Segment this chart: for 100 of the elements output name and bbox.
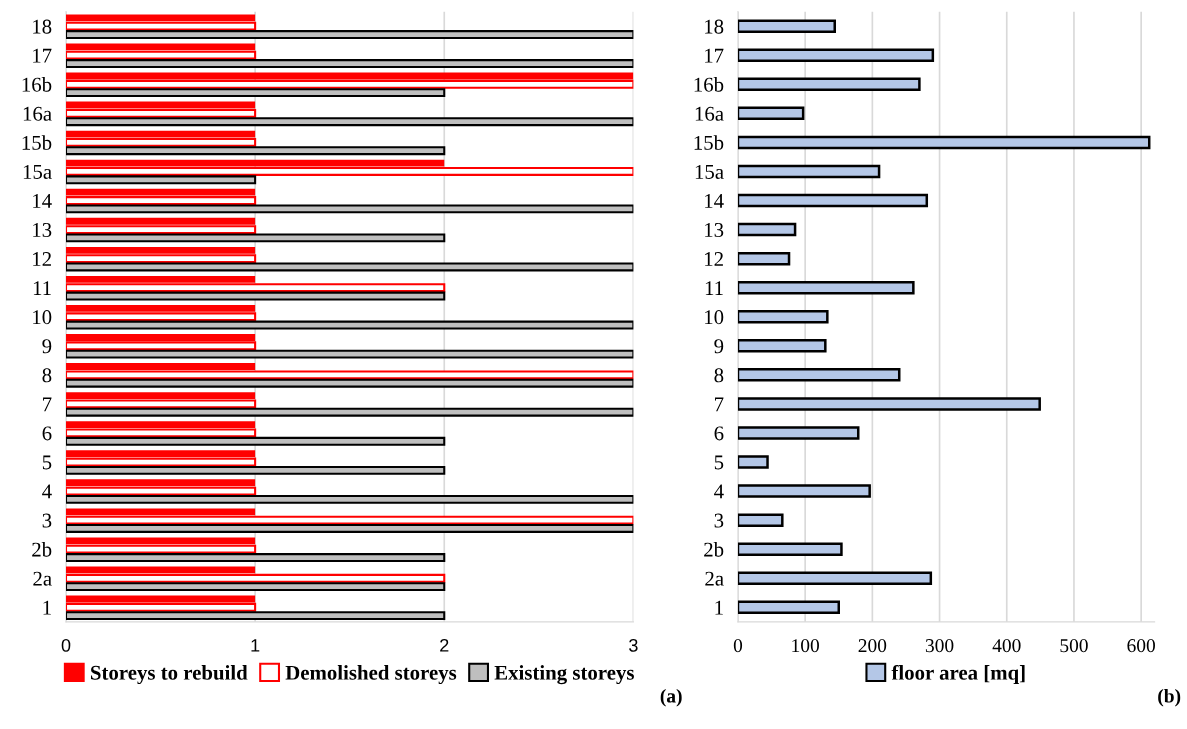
bar <box>66 88 446 98</box>
y-tick-label: 10 <box>33 310 52 325</box>
x-tick-label: 100 <box>792 639 819 653</box>
y-tick-label: 12 <box>705 252 723 266</box>
bar <box>66 233 446 243</box>
x-tick-label: 2 <box>440 638 449 652</box>
bar <box>737 542 843 556</box>
y-tick-label: 9 <box>714 339 724 354</box>
y-tick-label: 1 <box>43 600 51 615</box>
bar <box>737 339 827 353</box>
bar <box>737 193 929 208</box>
y-tick-label: 15a <box>23 164 52 179</box>
bar <box>66 349 634 359</box>
y-tick-label: 3 <box>714 513 724 528</box>
y-tick-label: 16a <box>23 106 52 121</box>
bar <box>737 397 1041 411</box>
y-tick-label: 5 <box>42 455 52 470</box>
bar <box>737 600 841 615</box>
y-tick-label: 6 <box>42 426 52 441</box>
y-tick-label: 6 <box>714 426 724 441</box>
y-tick-label: 7 <box>43 397 52 412</box>
x-tick-label: 500 <box>1060 639 1088 653</box>
legend-label: Existing storeys <box>494 665 634 685</box>
bar <box>66 146 446 156</box>
y-tick-label: 9 <box>42 339 52 354</box>
bar <box>66 59 634 69</box>
bar <box>737 164 881 179</box>
y-tick-label: 17 <box>33 48 52 63</box>
y-tick-label: 5 <box>714 455 724 470</box>
bar <box>66 436 446 446</box>
x-tick-label: 1 <box>251 639 260 652</box>
legend-label: Demolished storeys <box>285 665 457 685</box>
y-tick-label: 18 <box>705 19 724 34</box>
y-tick-label: 12 <box>33 252 51 266</box>
y-tick-label: 16b <box>694 77 724 92</box>
bar <box>737 77 921 92</box>
y-tick-label: 14 <box>705 194 724 208</box>
y-tick-label: 15a <box>695 164 724 179</box>
bar <box>737 513 784 527</box>
y-tick-label: 16a <box>695 106 724 121</box>
bar <box>66 262 634 272</box>
bar <box>66 524 634 533</box>
y-tick-label: 17 <box>705 48 724 63</box>
y-tick-label: 15b <box>694 135 724 150</box>
y-tick-label: 2b <box>32 541 52 557</box>
bar <box>737 455 769 469</box>
y-tick-label: 13 <box>33 223 52 238</box>
x-tick-label: 600 <box>1127 639 1155 653</box>
bar <box>66 175 257 185</box>
y-tick-label: 11 <box>33 281 51 295</box>
bar <box>66 494 634 504</box>
y-tick-label: 18 <box>33 19 52 34</box>
bar <box>66 582 446 592</box>
bar <box>66 611 446 621</box>
y-tick-label: 2b <box>704 541 724 557</box>
x-tick-label: 400 <box>992 639 1021 653</box>
bar <box>737 280 915 295</box>
legend-label: Storeys to rebuild <box>91 665 248 685</box>
bar <box>737 48 935 62</box>
bar <box>66 291 446 301</box>
x-tick-label: 300 <box>925 639 954 653</box>
x-tick-label: 0 <box>733 639 743 653</box>
bar <box>737 484 871 498</box>
y-tick-label: 16b <box>22 77 52 92</box>
y-tick-label: 15b <box>22 135 52 150</box>
bar <box>66 320 634 330</box>
bar <box>66 553 446 562</box>
bar <box>66 378 634 388</box>
y-tick-label: 2a <box>705 571 724 586</box>
x-tick-label: 200 <box>858 639 887 653</box>
text: (a) <box>660 688 682 707</box>
bar <box>737 310 829 324</box>
bar <box>737 135 1151 150</box>
legend-label: floor area [mq] <box>891 664 1025 684</box>
y-tick-label: 7 <box>715 397 724 412</box>
y-tick-label: 4 <box>714 484 724 499</box>
bar <box>737 106 805 121</box>
bar <box>737 368 901 382</box>
bar <box>737 426 860 440</box>
bar <box>737 251 791 266</box>
x-tick-label: 0 <box>61 638 71 652</box>
y-tick-label: 2a <box>33 571 52 586</box>
bar <box>66 204 634 214</box>
y-tick-label: 4 <box>42 484 52 499</box>
bar <box>66 407 634 417</box>
bar <box>737 571 933 585</box>
y-tick-label: 14 <box>33 194 52 208</box>
bar <box>66 465 446 475</box>
y-tick-label: 8 <box>714 368 724 383</box>
bar <box>66 30 634 39</box>
y-tick-label: 10 <box>705 310 724 325</box>
y-tick-label: 13 <box>705 223 724 238</box>
x-tick-label: 3 <box>629 638 638 652</box>
bar <box>66 117 634 127</box>
y-tick-label: 1 <box>715 600 723 615</box>
y-tick-label: 11 <box>705 281 723 295</box>
text: (b) <box>1158 688 1181 707</box>
bar <box>737 19 836 33</box>
y-tick-label: 8 <box>42 368 52 383</box>
bar <box>737 222 797 237</box>
